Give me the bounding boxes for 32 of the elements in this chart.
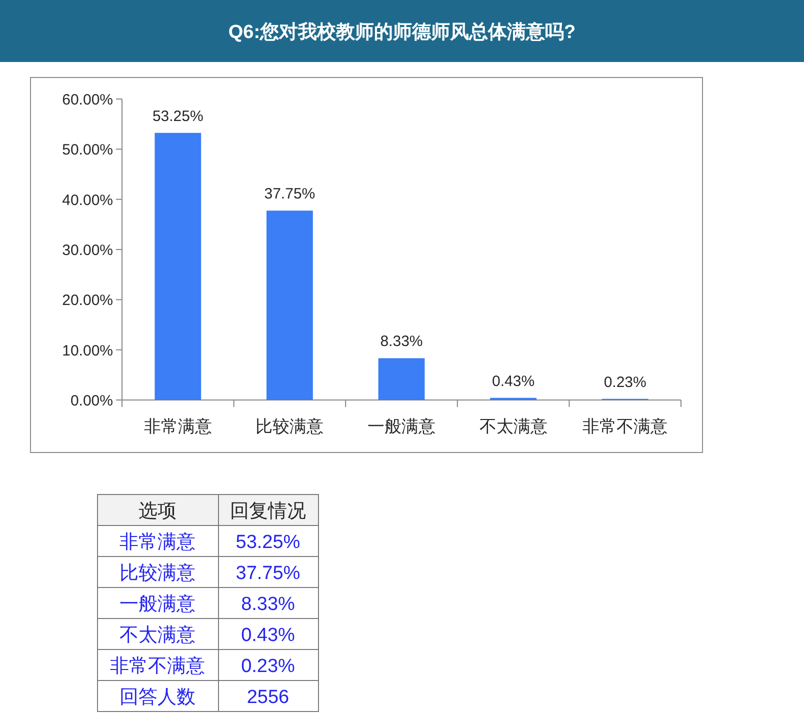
text: 回复情况: [230, 501, 306, 522]
y-tick-label: 0.00%: [70, 392, 113, 410]
category-label: 非常不满意: [110, 656, 205, 677]
text: 回答人数: [120, 687, 196, 708]
y-tick-label: 40.00%: [62, 192, 113, 209]
text: 选项: [138, 501, 176, 522]
data-label: 0.23%: [604, 374, 646, 391]
x-tick-label: 非常满意: [144, 417, 212, 436]
data-label: 0.43%: [492, 372, 535, 390]
category-label: 不太满意: [120, 625, 196, 646]
text: 53.25%: [236, 532, 300, 553]
text: 0.23%: [241, 656, 295, 677]
chart-title: Q6:您对我校教师的师德师风总体满意吗?: [228, 21, 576, 43]
category-label: 一般满意: [120, 594, 196, 615]
y-tick-label: 30.00%: [62, 242, 113, 259]
category-label: 非常满意: [120, 532, 196, 553]
y-tick-label: 10.00%: [62, 342, 113, 360]
category-label: 比较满意: [120, 563, 196, 584]
x-tick-label: 一般满意: [368, 417, 436, 436]
text: 37.75%: [236, 563, 300, 584]
data-label: 8.33%: [380, 333, 423, 350]
x-tick-label: 比较满意: [256, 417, 324, 436]
y-tick-label: 60.00%: [62, 92, 113, 108]
y-tick-label: 20.00%: [62, 292, 113, 310]
x-tick-label: 非常不满意: [582, 417, 668, 436]
y-tick-label: 50.00%: [62, 142, 113, 159]
data-label: 37.75%: [264, 186, 316, 203]
x-tick-label: 不太满意: [479, 417, 548, 436]
text: 0.43%: [241, 625, 295, 646]
text: 8.33%: [241, 594, 295, 615]
text: 2556: [246, 687, 290, 708]
data-label: 53.25%: [152, 108, 204, 125]
